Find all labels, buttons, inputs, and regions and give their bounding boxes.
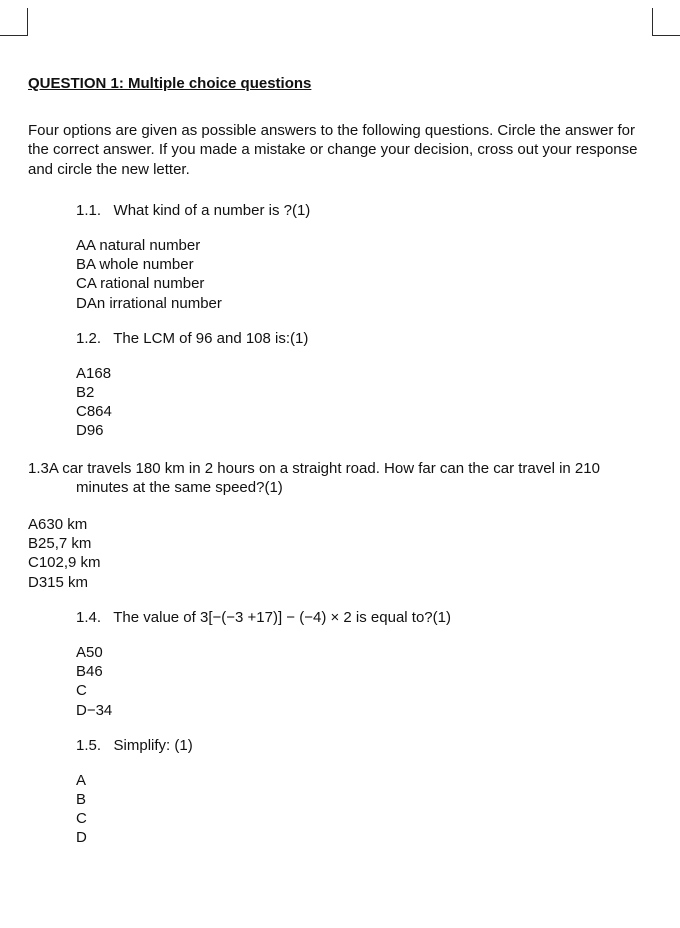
question-1-5-options: A B C D — [28, 771, 652, 848]
question-1-2-options: A168 B2 C864 D96 — [28, 364, 652, 441]
option-a: A50 — [76, 643, 652, 662]
option-d: D — [76, 828, 652, 847]
question-text: Simplify: (1) — [114, 737, 193, 754]
question-number: 1.4. — [76, 609, 101, 626]
question-text: What kind of a number is ?(1) — [114, 202, 311, 219]
option-a: AA natural number — [76, 236, 652, 255]
question-text: The LCM of 96 and 108 is:(1) — [113, 330, 308, 347]
option-d: D96 — [76, 421, 652, 440]
question-1-4-options: A50 B46 C D−34 — [28, 643, 652, 720]
question-1-2: 1.2. The LCM of 96 and 108 is:(1) — [28, 329, 652, 348]
option-a: A630 km — [28, 515, 652, 534]
option-b: B46 — [76, 662, 652, 681]
option-d: DAn irrational number — [76, 294, 652, 313]
question-1-3-options: A630 km B25,7 km C102,9 km D315 km — [28, 515, 652, 592]
option-c: C864 — [76, 402, 652, 421]
section-intro: Four options are given as possible answe… — [28, 121, 652, 179]
option-d: D315 km — [28, 573, 652, 592]
option-b: BA whole number — [76, 255, 652, 274]
crop-mark-top-right — [652, 8, 680, 36]
option-c: C102,9 km — [28, 553, 652, 572]
question-number: 1.5. — [76, 737, 101, 754]
option-c: CA rational number — [76, 274, 652, 293]
question-number: 1.1. — [76, 202, 101, 219]
question-1-1-options: AA natural number BA whole number CA rat… — [28, 236, 652, 313]
option-a: A — [76, 771, 652, 790]
section-title: QUESTION 1: Multiple choice questions — [28, 74, 652, 93]
question-number: 1.2. — [76, 330, 101, 347]
option-b: B2 — [76, 383, 652, 402]
option-c: C — [76, 809, 652, 828]
question-1-3: 1.3A car travels 180 km in 2 hours on a … — [28, 459, 652, 497]
crop-mark-top-left — [0, 8, 28, 36]
option-b: B — [76, 790, 652, 809]
question-1-5: 1.5. Simplify: (1) — [28, 736, 652, 755]
option-b: B25,7 km — [28, 534, 652, 553]
option-a: A168 — [76, 364, 652, 383]
option-c: C — [76, 681, 652, 700]
page: QUESTION 1: Multiple choice questions Fo… — [0, 0, 680, 892]
question-1-1: 1.1. What kind of a number is ?(1) — [28, 201, 652, 220]
question-1-4: 1.4. The value of 3[−(−3 +17)] − (−4) × … — [28, 608, 652, 627]
option-d: D−34 — [76, 701, 652, 720]
question-text: The value of 3[−(−3 +17)] − (−4) × 2 is … — [113, 609, 451, 626]
